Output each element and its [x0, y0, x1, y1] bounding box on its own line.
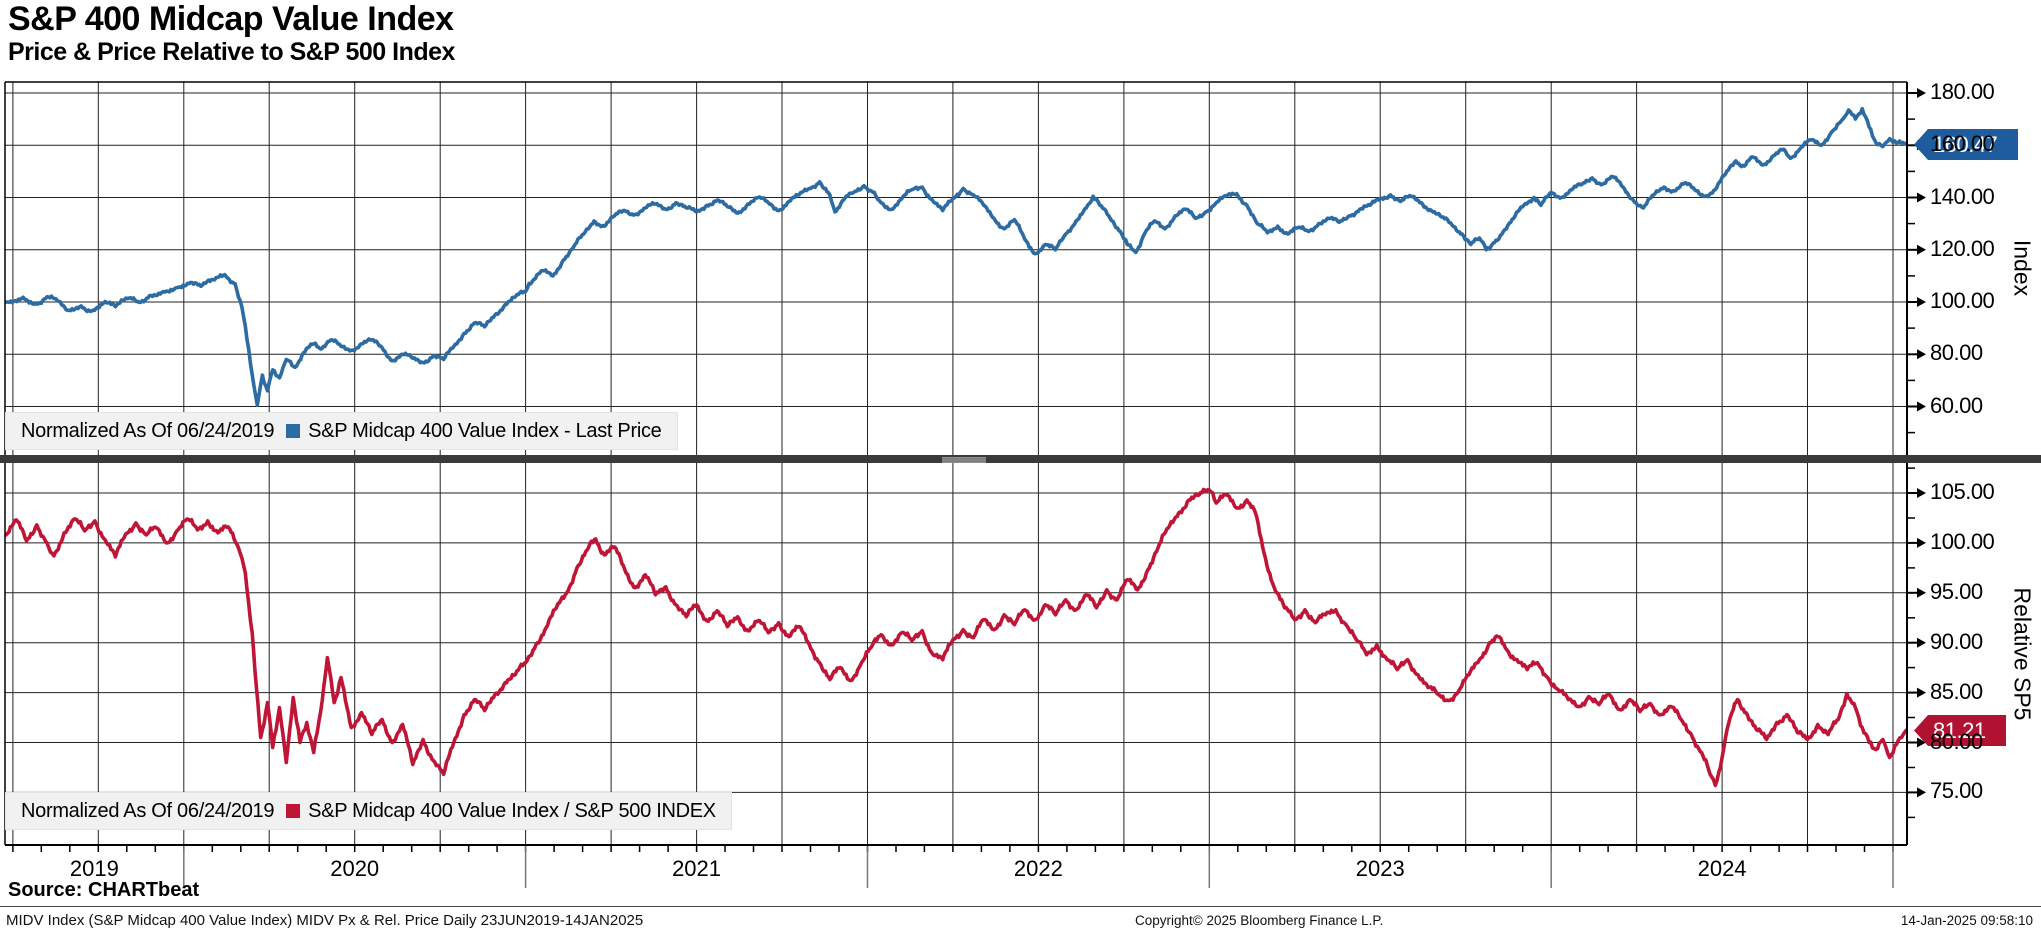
price-legend[interactable]: Normalized As Of 06/24/2019 S&P Midcap 4… [5, 412, 678, 450]
x-year-label: 2024 [1697, 856, 1747, 881]
top-axis-title: Index [2009, 239, 2036, 297]
relative-last-value-badge: 81.21 [1914, 715, 2006, 746]
price-line-series [5, 106, 1907, 407]
y-tick-label: 105.00 [1930, 479, 1995, 504]
panel-1-horizontal-gridlines [5, 467, 1926, 819]
x-year-label: 2021 [672, 856, 722, 881]
separator-grip-icon [942, 457, 986, 459]
panel-0-horizontal-gridlines [5, 88, 1926, 434]
relative-legend[interactable]: Normalized As Of 06/24/2019 S&P Midcap 4… [5, 792, 732, 830]
price-series-label: S&P Midcap 400 Value Index - Last Price [308, 419, 662, 442]
y-tick-label: 120.00 [1930, 235, 1995, 261]
y-tick-label: 80.00 [1930, 728, 1983, 754]
y-tick-label: 75.00 [1930, 778, 1983, 804]
page-title: S&P 400 Midcap Value Index [8, 0, 454, 38]
footer-divider [0, 906, 2041, 907]
page-subtitle: Price & Price Relative to S&P 500 Index [8, 38, 455, 66]
price-last-value-badge: 160.47 [1914, 129, 2018, 160]
x-year-label: 2022 [1013, 856, 1063, 881]
y-tick-label: 85.00 [1930, 678, 1983, 704]
relative-series-label: S&P Midcap 400 Value Index / S&P 500 IND… [308, 799, 716, 822]
price-series-swatch-icon [286, 424, 301, 438]
relative-line-series [5, 487, 1907, 788]
x-year-label: 2019 [69, 856, 119, 881]
y-tick-label: 95.00 [1930, 578, 1983, 604]
source-label: Source: CHARTbeat [8, 879, 200, 901]
normalized-as-of-label: Normalized As Of 06/24/2019 [21, 419, 275, 442]
y-tick-label: 80.00 [1930, 340, 1983, 366]
y-tick-label: 90.00 [1930, 628, 1983, 654]
y-tick-label: 100.00 [1930, 528, 1995, 554]
x-year-label: 2020 [330, 856, 380, 881]
y-tick-label: 180.00 [1930, 79, 1995, 104]
price-last-value: 160.47 [1933, 131, 1998, 157]
vertical-gridlines [12, 82, 1894, 845]
footer-copyright: Copyright© 2025 Bloomberg Finance L.P. [1135, 913, 1384, 928]
y-tick-label: 100.00 [1930, 288, 1995, 313]
footer-timestamp: 14-Jan-2025 09:58:10 [1900, 913, 2033, 928]
x-year-label: 2023 [1355, 856, 1405, 881]
y-tick-label: 160.00 [1930, 131, 1995, 157]
footer-security-descriptor: MIDV Index (S&P Midcap 400 Value Index) … [6, 912, 644, 929]
normalized-as-of-label: Normalized As Of 06/24/2019 [21, 799, 275, 822]
relative-series-swatch-icon [286, 804, 301, 818]
y-tick-label: 60.00 [1930, 392, 1983, 418]
y-tick-label: 140.00 [1930, 183, 1995, 209]
panel-separator[interactable] [0, 455, 2041, 463]
x-axis-ticks [12, 845, 1894, 888]
footer-row: MIDV Index (S&P Midcap 400 Value Index) … [0, 909, 2041, 932]
plot-borders [4, 81, 1908, 846]
bottom-axis-title: Relative SP5 [2009, 587, 2036, 721]
relative-last-value: 81.21 [1933, 717, 1986, 743]
